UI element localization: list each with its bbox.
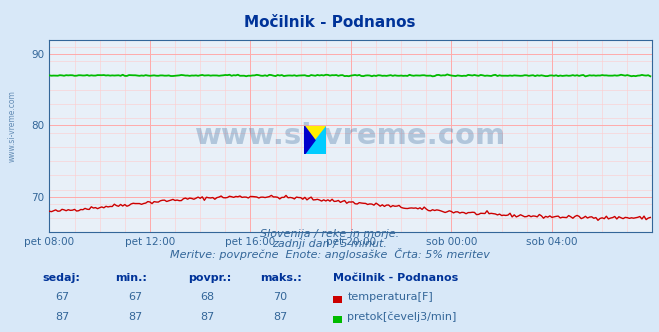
Text: Meritve: povprečne  Enote: anglosaške  Črta: 5% meritev: Meritve: povprečne Enote: anglosaške Črt… [169,248,490,260]
Text: 67: 67 [128,292,142,302]
Text: temperatura[F]: temperatura[F] [347,292,433,302]
Text: 70: 70 [273,292,287,302]
Text: sedaj:: sedaj: [43,273,80,283]
Polygon shape [304,126,326,154]
Text: 67: 67 [55,292,70,302]
Polygon shape [304,126,326,154]
Text: min.:: min.: [115,273,147,283]
Text: 68: 68 [200,292,215,302]
Text: povpr.:: povpr.: [188,273,231,283]
Polygon shape [304,126,315,154]
Text: pretok[čevelj3/min]: pretok[čevelj3/min] [347,312,457,322]
Text: 87: 87 [55,312,70,322]
Text: Močilnik - Podnanos: Močilnik - Podnanos [333,273,458,283]
Text: 87: 87 [128,312,142,322]
Text: 87: 87 [200,312,215,322]
Text: www.si-vreme.com: www.si-vreme.com [195,122,507,150]
Text: maks.:: maks.: [260,273,302,283]
Text: www.si-vreme.com: www.si-vreme.com [8,90,17,162]
Text: Močilnik - Podnanos: Močilnik - Podnanos [244,15,415,30]
Text: 87: 87 [273,312,287,322]
Text: zadnji dan / 5 minut.: zadnji dan / 5 minut. [272,239,387,249]
Text: Slovenija / reke in morje.: Slovenija / reke in morje. [260,229,399,239]
